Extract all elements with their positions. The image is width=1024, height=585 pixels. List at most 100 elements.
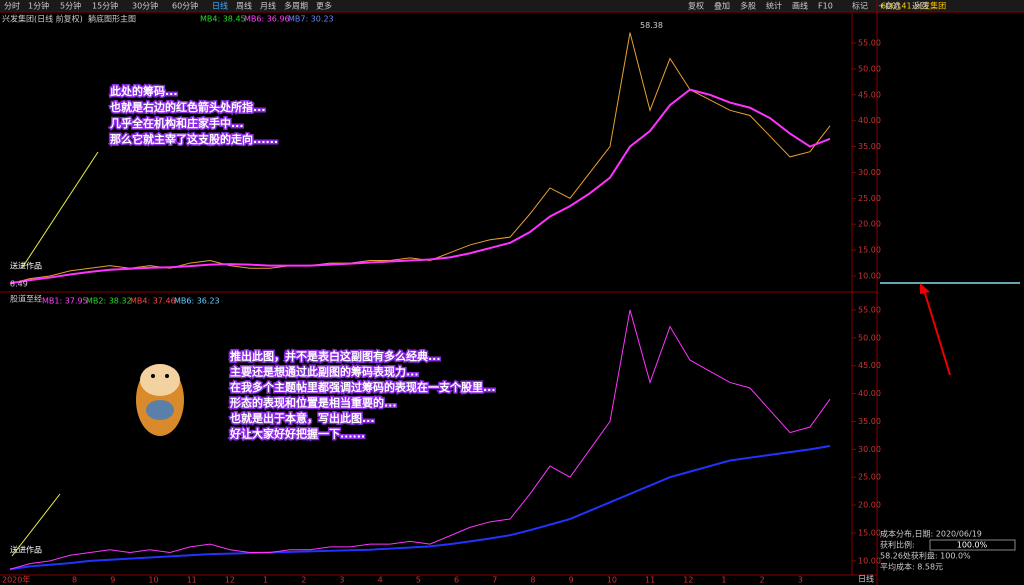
arrow (923, 289, 951, 376)
legend-entry: MB6: 36.96 (244, 15, 290, 24)
toolbar-button[interactable]: 复权 (688, 1, 704, 11)
annotation: 推出此图，并不是表白这副图有多么经典... (230, 349, 441, 363)
dog-icon (136, 364, 184, 436)
price-line (9, 445, 831, 571)
legend-entry: MB4: 37.46 (130, 297, 176, 306)
legend-entry: MB1: 37.95 (42, 297, 88, 306)
y-tick-label: 15.00 (858, 246, 881, 255)
profit-box (929, 539, 1016, 551)
x-tick-label: 7 (492, 576, 497, 585)
tag: 送进作品 (10, 261, 42, 271)
x-tick-label: 2020年 (2, 575, 30, 585)
y-tick-label: 40.00 (858, 116, 881, 125)
y-tick-label: 20.00 (858, 220, 881, 229)
x-tick-label: 10 (148, 576, 158, 585)
pointer (11, 493, 61, 557)
y-tick-label: 40.00 (858, 389, 881, 398)
axis-period: 日线 (858, 574, 874, 584)
y-tick-label: 20.00 (858, 501, 881, 510)
toolbar-tab[interactable]: 15分钟 (92, 1, 118, 11)
toolbar-button[interactable]: 画线 (792, 1, 808, 11)
x-tick-label: 12 (225, 576, 235, 585)
y-tick-label: 45.00 (858, 90, 881, 99)
x-tick-label: 9 (569, 576, 574, 585)
chip-label: 获利比例: (880, 540, 915, 550)
x-tick-label: 9 (110, 576, 115, 585)
arrow-head (920, 283, 930, 294)
y-tick-label: 45.00 (858, 361, 881, 370)
annotation: 也就是出于本意，写出此图... (230, 411, 375, 425)
legend-entry: MB2: 38.32 (86, 297, 132, 306)
x-tick-label: 8 (72, 576, 77, 585)
toolbar-button[interactable]: 统计 (766, 1, 782, 11)
annotation: 那么它就主宰了这支股的走向...... (110, 132, 278, 146)
y-tick-label: 50.00 (858, 64, 881, 73)
indicator-name: 躺底图形主图 (88, 14, 136, 24)
annotation: 此处的筹码... (110, 84, 178, 98)
annotation: 也就是右边的红色箭头处所指... (110, 100, 266, 114)
legend-entry: MB4: 38.45 (200, 15, 246, 24)
toolbar-tab[interactable]: 月线 (260, 1, 276, 11)
y-tick-label: 25.00 (858, 194, 881, 203)
toolbar-tab[interactable]: 1分钟 (28, 1, 49, 11)
panel-title: 兴发集团(日线 前复权) (2, 14, 83, 24)
toolbar-tab[interactable]: 分时 (4, 1, 20, 11)
annotation: 在我多个主题帖里都强调过筹码的表现在一支个股里... (230, 380, 496, 394)
y-tick-label: 10.00 (858, 556, 881, 565)
y-tick-label: 55.00 (858, 305, 881, 314)
toolbar-tab[interactable]: 更多 (316, 1, 332, 11)
y-tick-label: 35.00 (858, 142, 881, 151)
annotation: 好让大家好好把握一下...... (229, 427, 365, 441)
x-tick-label: 1 (721, 576, 726, 585)
toolbar-button[interactable]: 叠加 (714, 1, 730, 11)
x-tick-label: 2 (301, 576, 306, 585)
toolbar-tab[interactable]: 日线 (212, 1, 228, 11)
toolbar (0, 0, 1024, 12)
chip-value: 100.0% (957, 541, 988, 550)
x-tick-label: 11 (645, 576, 655, 585)
x-tick-label: 6 (454, 576, 459, 585)
peak-label: 58.38 (640, 21, 663, 30)
y-tick-label: 15.00 (858, 528, 881, 537)
toolbar-button[interactable]: 返回 (912, 2, 928, 11)
price-line (9, 309, 831, 570)
y-tick-label: 10.00 (858, 272, 881, 281)
x-tick-label: 10 (607, 576, 617, 585)
toolbar-button[interactable]: 多股 (740, 1, 756, 11)
toolbar-button[interactable]: +自选 (878, 1, 901, 11)
annotation: 几乎全在机构和庄家手中... (110, 116, 244, 130)
x-tick-label: 4 (378, 576, 383, 585)
toolbar-tab[interactable]: 60分钟 (172, 1, 198, 11)
y-tick-label: 30.00 (858, 445, 881, 454)
x-tick-label: 1 (263, 576, 268, 585)
x-tick-label: 8 (530, 576, 535, 585)
chip-line-text: 平均成本: 8.58元 (880, 562, 943, 572)
x-tick-label: 11 (187, 576, 197, 585)
y-tick-label: 50.00 (858, 333, 881, 342)
y-tick-label: 30.00 (858, 168, 881, 177)
toolbar-button[interactable]: 标记 (852, 1, 868, 11)
chip-line-text: 58.26处获利盘: 100.0% (880, 551, 971, 561)
y-tick-label: 25.00 (858, 473, 881, 482)
annotation: 形态的表现和位置是相当重要的... (230, 396, 397, 410)
legend-entry: MB7: 30.23 (288, 15, 334, 24)
annotation: 主要还是想通过此副图的筹码表现力... (230, 365, 419, 379)
x-tick-label: 2 (760, 576, 765, 585)
chip-title: 600141 兴发集团 (881, 1, 946, 11)
x-tick-label: 5 (416, 576, 421, 585)
low-label: 8.49 (10, 280, 28, 289)
legend-entry: MB6: 36.23 (174, 297, 220, 306)
toolbar-tab[interactable]: 周线 (236, 1, 252, 11)
y-tick-label: 55.00 (858, 38, 881, 47)
x-tick-label: 12 (683, 576, 693, 585)
x-tick-label: 3 (798, 576, 803, 585)
y-tick-label: 35.00 (858, 417, 881, 426)
toolbar-tab[interactable]: 30分钟 (132, 1, 158, 11)
pointer (21, 151, 99, 269)
toolbar-tab[interactable]: 5分钟 (60, 1, 81, 11)
panel-title: 股道至经 (10, 294, 42, 304)
toolbar-button[interactable]: F10 (818, 2, 833, 11)
toolbar-tab[interactable]: 多周期 (284, 1, 308, 11)
